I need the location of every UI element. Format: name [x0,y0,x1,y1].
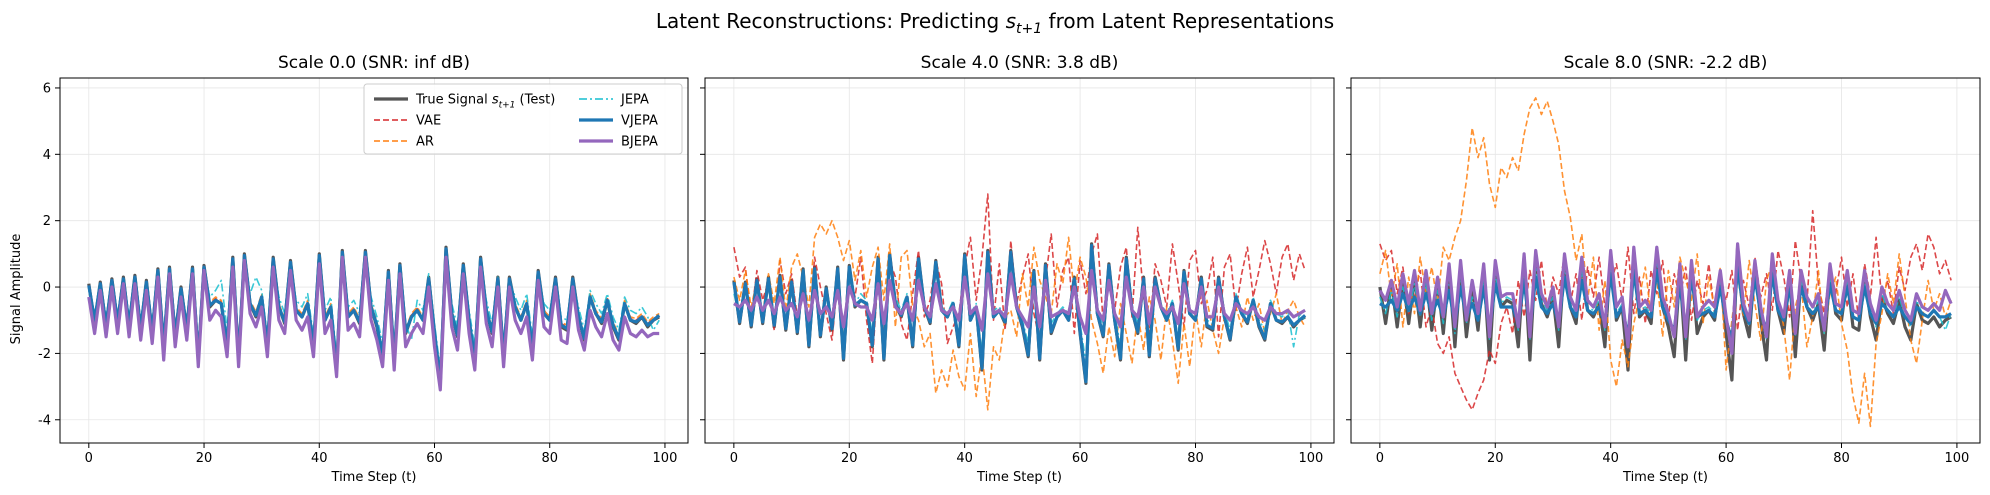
series-group [87,245,661,392]
x-tick-label: 40 [1602,451,1619,466]
axes-frame [59,77,689,444]
legend: True Signal st+1 (Test) VAE AR JEPA VJEPA BJE… [363,83,683,155]
series-line-bjepa [1378,242,1953,355]
y-tick-label: 6 [43,81,51,96]
x-tick-label: 60 [1718,451,1735,466]
legend-label: VJEPA [621,114,658,129]
x-axis-label: Time Step (t) [976,470,1062,485]
legend-label: AR [416,135,434,150]
legend-label: True Signal st+1 (Test) [415,93,555,111]
axes-frame [1350,77,1981,444]
y-tick-label: -2 [38,347,51,362]
series-line-vae [733,193,1306,365]
series-group [1378,97,1953,428]
x-tick-label: 0 [1376,451,1384,466]
x-tick-label: 100 [1945,451,1970,466]
x-tick-label: 20 [196,451,213,466]
x-tick-label: 20 [841,451,858,466]
x-tick-label: 0 [730,451,738,466]
axes-frame [704,77,1335,444]
series-line-vjepa [732,244,1307,384]
legend-label: BJEPA [621,135,658,150]
panel-title: Scale 4.0 (SNR: 3.8 dB) [921,53,1119,73]
x-axis-label: Time Step (t) [331,470,417,485]
y-tick-label: -4 [38,413,51,428]
x-tick-label: 60 [1072,451,1089,466]
series-line-ar [733,219,1306,411]
x-tick-label: 20 [1487,451,1504,466]
series-line-bjepa [733,268,1306,336]
x-tick-label: 40 [311,451,328,466]
legend-label: VAE [416,114,441,129]
x-axis-label: Time Step (t) [1622,470,1708,485]
x-tick-label: 60 [426,451,443,466]
series-line-bjepa [87,255,660,392]
x-tick-label: 80 [541,451,558,466]
panel-3: 0 20 40 60 80 100 Scale 8.0 (SNR: -2.2 dB) Time… [1346,53,1981,485]
y-tick-label: 4 [43,148,51,163]
panel-2: 0 20 40 60 80 100 Scale 4.0 (SNR: 3.8 dB) Time … [700,53,1335,485]
series-line-vjepa [87,247,661,384]
figure-suptitle: Latent Reconstructions: Predicting st+1 … [656,9,1334,37]
x-tick-label: 0 [85,451,93,466]
series-line-vjepa [1379,265,1952,342]
x-tick-label: 100 [1299,451,1324,466]
series-group [732,193,1307,411]
y-tick-label: 0 [43,281,51,296]
y-axis-label: Signal Amplitude [9,234,24,345]
series-line-ar [1379,97,1952,428]
panel-title: Scale 0.0 (SNR: inf dB) [278,53,470,73]
series-line-vae [1379,209,1952,411]
panel-1: 0 20 40 60 80 100 -4 -2 0 2 4 6 Scale 0.0 (SNR: inf … [38,53,689,485]
panel-title: Scale 8.0 (SNR: -2.2 dB) [1564,53,1768,73]
legend-box [363,83,683,155]
x-tick-label: 80 [1833,451,1850,466]
y-tick-label: 2 [43,214,51,229]
x-tick-label: 80 [1187,451,1204,466]
x-tick-label: 100 [653,451,678,466]
x-tick-label: 40 [956,451,973,466]
legend-label: JEPA [620,93,649,108]
